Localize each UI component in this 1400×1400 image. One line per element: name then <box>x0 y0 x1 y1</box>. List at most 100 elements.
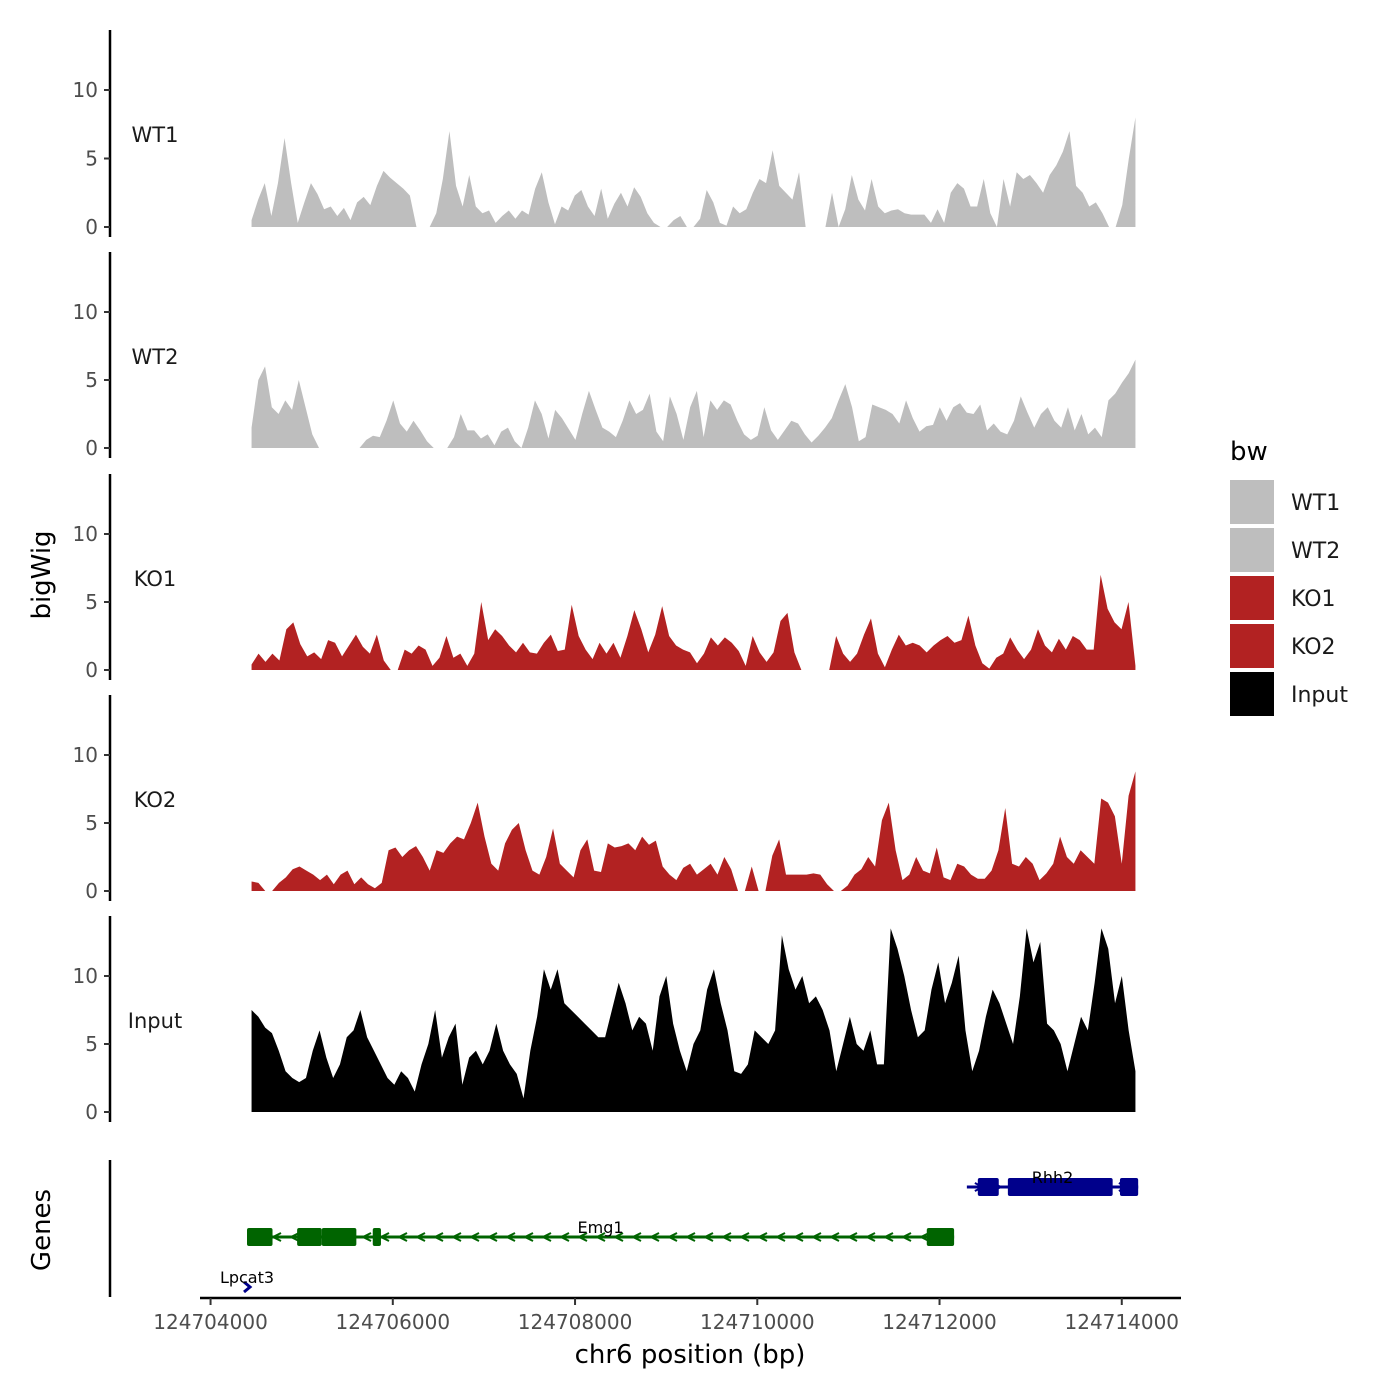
gene-exon <box>1119 1178 1139 1196</box>
y-tick-label: 5 <box>85 811 98 835</box>
strand-chevron <box>828 1232 840 1242</box>
x-tick-label: 124710000 <box>700 1310 815 1334</box>
y-axis-title: bigWig <box>27 530 57 619</box>
gene-emg1: Emg1 <box>247 1218 955 1246</box>
gene-label: Rhh2 <box>1032 1168 1074 1187</box>
legend-swatch <box>1230 480 1274 524</box>
strand-chevron <box>792 1232 804 1242</box>
gene-exon <box>1007 1178 1113 1196</box>
gene-exon <box>926 1228 955 1246</box>
legend-label: Input <box>1291 683 1348 708</box>
legend-item-input: Input <box>1230 672 1348 716</box>
y-tick-label: 10 <box>73 522 98 546</box>
strand-chevron <box>432 1232 444 1242</box>
strand-chevron <box>558 1232 570 1242</box>
gene-exon <box>321 1228 357 1246</box>
strand-chevron <box>468 1232 480 1242</box>
track-area-input <box>251 928 1136 1112</box>
strand-chevron <box>396 1232 408 1242</box>
track-label: WT1 <box>132 123 179 147</box>
strand-chevron <box>918 1232 930 1242</box>
x-tick-label: 124714000 <box>1065 1310 1180 1334</box>
strand-chevron <box>594 1232 606 1242</box>
legend-label: WT1 <box>1291 491 1340 516</box>
x-tick-label: 124704000 <box>153 1310 268 1334</box>
strand-chevron <box>846 1232 858 1242</box>
legend-title: bw <box>1230 437 1268 467</box>
strand-chevron <box>882 1232 894 1242</box>
track-label: Input <box>128 1009 182 1033</box>
strand-chevron <box>486 1232 498 1242</box>
strand-chevron <box>540 1232 552 1242</box>
y-tick-label: 5 <box>85 1032 98 1056</box>
y-tick-label: 0 <box>85 1100 98 1124</box>
y-tick-label: 10 <box>73 300 98 324</box>
strand-chevron <box>576 1232 588 1242</box>
strand-chevron <box>504 1232 516 1242</box>
strand-chevron <box>756 1232 768 1242</box>
gene-label: Emg1 <box>578 1218 624 1237</box>
y-tick-label: 5 <box>85 590 98 614</box>
y-tick-label: 0 <box>85 436 98 460</box>
gene-rhh2: Rhh2 <box>966 1168 1139 1196</box>
y-tick-label: 10 <box>73 743 98 767</box>
gene-label: Lpcat3 <box>220 1268 274 1287</box>
legend-label: WT2 <box>1291 539 1340 564</box>
gene-lpcat3: Lpcat3 <box>220 1268 274 1294</box>
track-input: 0 5 10 Input <box>73 916 1136 1124</box>
strand-chevron <box>360 1232 372 1242</box>
strand-chevron <box>522 1232 534 1242</box>
strand-chevron <box>684 1232 696 1242</box>
strand-chevron <box>414 1232 426 1242</box>
gene-panel: Rhh2 Emg1 Lpcat3 <box>108 1160 1139 1297</box>
strand-chevron <box>450 1232 462 1242</box>
gene-panel-title: Genes <box>27 1189 57 1271</box>
track-wt2: 0 5 10 WT2 <box>73 252 1136 460</box>
y-tick-label: 5 <box>85 368 98 392</box>
legend-label: KO2 <box>1291 635 1336 660</box>
x-tick-label: 124706000 <box>336 1310 451 1334</box>
legend-label: KO1 <box>1291 587 1336 612</box>
track-label: WT2 <box>132 345 179 369</box>
strand-chevron <box>774 1232 786 1242</box>
legend-item-ko2: KO2 <box>1230 624 1336 668</box>
track-label: KO2 <box>134 788 177 812</box>
gene-exon <box>297 1228 322 1246</box>
strand-chevron <box>270 1232 282 1242</box>
strand-chevron <box>630 1232 642 1242</box>
gene-exon <box>372 1228 381 1246</box>
strand-chevron <box>738 1232 750 1242</box>
y-tick-label: 0 <box>85 658 98 682</box>
strand-chevron <box>378 1232 390 1242</box>
track-area-ko1 <box>251 574 1136 670</box>
y-tick-label: 10 <box>73 964 98 988</box>
track-ko1: 0 5 10 KO1 <box>73 474 1136 682</box>
legend: bw WT1 WT2 KO1 KO2 Input <box>1230 437 1348 716</box>
strand-chevron <box>666 1232 678 1242</box>
strand-chevron <box>288 1232 300 1242</box>
legend-item-ko1: KO1 <box>1230 576 1336 620</box>
strand-chevron <box>720 1232 732 1242</box>
x-tick-label: 124708000 <box>518 1310 633 1334</box>
track-area-wt2 <box>251 359 1136 448</box>
y-tick-label: 10 <box>73 78 98 102</box>
x-axis: 124704000 124706000 124708000 124710000 1247… <box>153 1296 1181 1334</box>
x-axis-title: chr6 position (bp) <box>575 1340 806 1370</box>
legend-item-wt1: WT1 <box>1230 480 1340 524</box>
strand-chevron <box>648 1232 660 1242</box>
gene-exon <box>247 1228 273 1246</box>
bigwig-tracks: 0 5 10 WT1 0 5 10 WT2 0 5 10 KO1 0 5 10 KO2 0 5 10 Input <box>73 30 1136 1124</box>
legend-item-wt2: WT2 <box>1230 528 1340 572</box>
track-area-ko2 <box>251 771 1136 891</box>
strand-chevron <box>612 1232 624 1242</box>
track-area-wt1 <box>251 117 1136 227</box>
track-ko2: 0 5 10 KO2 <box>73 695 1136 903</box>
track-label: KO1 <box>134 567 177 591</box>
y-tick-label: 5 <box>85 147 98 171</box>
strand-chevron <box>810 1232 822 1242</box>
legend-swatch <box>1230 528 1274 572</box>
x-tick-label: 124712000 <box>882 1310 997 1334</box>
strand-chevron <box>702 1232 714 1242</box>
legend-swatch <box>1230 624 1274 668</box>
